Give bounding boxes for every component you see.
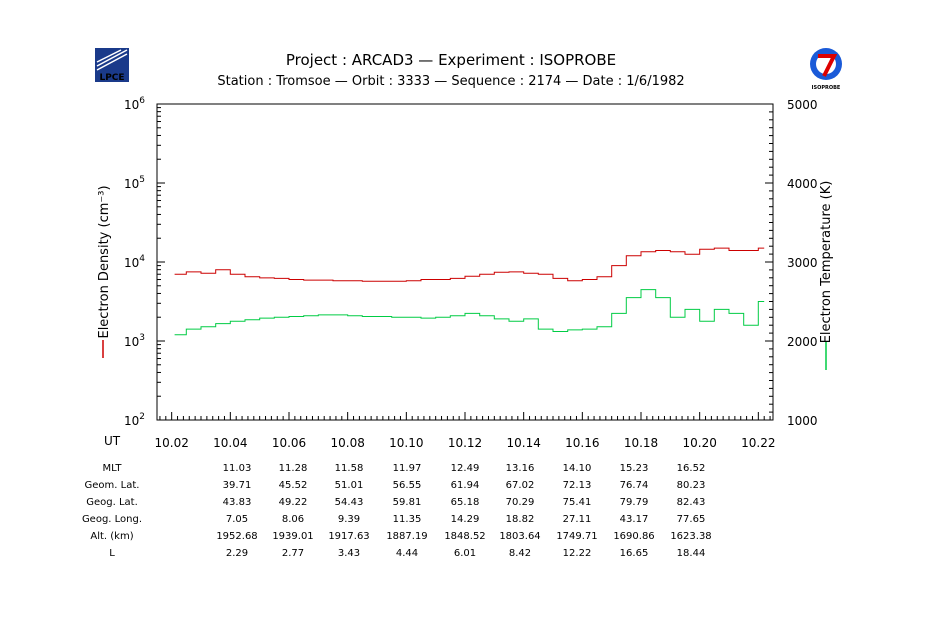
ephemeris-cell: 51.01 bbox=[335, 480, 364, 491]
right-axis: 1000 2000 3000 4000 5000 bbox=[765, 98, 818, 428]
ephemeris-cell: 65.18 bbox=[451, 497, 480, 508]
right-tick-label: 2000 bbox=[787, 335, 818, 349]
x-tick-label: 10.22 bbox=[741, 436, 775, 450]
x-tick-label: 10.06 bbox=[272, 436, 306, 450]
left-tick-label: 104 bbox=[124, 254, 145, 270]
ephemeris-cell: 1917.63 bbox=[328, 531, 369, 542]
x-tick-label: 10.18 bbox=[624, 436, 658, 450]
ephemeris-cell: 67.02 bbox=[506, 480, 535, 491]
ephemeris-cell: 16.52 bbox=[677, 463, 706, 474]
ephemeris-row-label: L bbox=[109, 548, 115, 559]
ephemeris-cell: 82.43 bbox=[677, 497, 706, 508]
right-axis-label: Electron Temperature (K) bbox=[819, 181, 834, 344]
ephemeris-row-label: Geog. Long. bbox=[82, 514, 142, 525]
ephemeris-table: MLT 11.03 11.28 11.58 11.97 12.49 13.16 14.10 15… bbox=[82, 463, 712, 559]
ephemeris-cell: 77.65 bbox=[677, 514, 706, 525]
ephemeris-cell: 1623.38 bbox=[670, 531, 711, 542]
ephemeris-cell: 54.43 bbox=[335, 497, 364, 508]
ephemeris-cell: 14.10 bbox=[563, 463, 592, 474]
x-tick-label: 10.16 bbox=[565, 436, 599, 450]
ephemeris-cell: 11.03 bbox=[223, 463, 252, 474]
ephemeris-cell: 49.22 bbox=[279, 497, 308, 508]
ephemeris-cell: 3.43 bbox=[338, 548, 360, 559]
ephemeris-cell: 8.06 bbox=[282, 514, 304, 525]
series-electron-temperature bbox=[174, 289, 765, 336]
ephemeris-cell: 43.17 bbox=[620, 514, 649, 525]
ephemeris-cell: 1749.71 bbox=[556, 531, 597, 542]
lpce-logo: LPCE bbox=[95, 48, 129, 83]
plot-frame bbox=[156, 103, 774, 421]
x-tick-label: 10.02 bbox=[154, 436, 188, 450]
isoprobe-logo: ISOPROBE bbox=[810, 48, 842, 91]
ephemeris-cell: 11.58 bbox=[335, 463, 364, 474]
ephemeris-cell: 80.23 bbox=[677, 480, 706, 491]
ephemeris-cell: 61.94 bbox=[451, 480, 480, 491]
ephemeris-cell: 75.41 bbox=[563, 497, 592, 508]
ephemeris-cell: 1848.52 bbox=[444, 531, 485, 542]
ephemeris-cell: 6.01 bbox=[454, 548, 476, 559]
x-axis: 10.02 10.04 10.06 10.08 10.10 10.12 10.14 10.16… bbox=[154, 412, 776, 450]
ephemeris-cell: 72.13 bbox=[563, 480, 592, 491]
lpce-logo-text: LPCE bbox=[99, 73, 124, 83]
ephemeris-cell: 16.65 bbox=[620, 548, 649, 559]
ephemeris-cell: 1690.86 bbox=[613, 531, 654, 542]
ephemeris-cell: 18.82 bbox=[506, 514, 535, 525]
ephemeris-cell: 12.49 bbox=[451, 463, 480, 474]
chart-title: Project : ARCAD3 — Experiment : ISOPROBE bbox=[286, 51, 616, 69]
right-tick-label: 3000 bbox=[787, 256, 818, 270]
left-tick-label: 106 bbox=[124, 96, 145, 112]
ephemeris-cell: 8.42 bbox=[509, 548, 531, 559]
ephemeris-cell: 45.52 bbox=[279, 480, 308, 491]
ephemeris-cell: 11.28 bbox=[279, 463, 308, 474]
series-electron-density bbox=[174, 247, 765, 282]
x-tick-label: 10.12 bbox=[448, 436, 482, 450]
ephemeris-cell: 2.29 bbox=[226, 548, 248, 559]
ephemeris-cell: 79.79 bbox=[620, 497, 649, 508]
right-tick-label: 1000 bbox=[787, 414, 818, 428]
ephemeris-cell: 76.74 bbox=[620, 480, 649, 491]
left-axis: 102 103 104 105 106 bbox=[124, 96, 165, 428]
x-tick-label: 10.14 bbox=[506, 436, 540, 450]
ephemeris-row-label: MLT bbox=[103, 463, 123, 474]
isoprobe-logo-text: ISOPROBE bbox=[812, 85, 841, 91]
ephemeris-row-label: Geom. Lat. bbox=[85, 480, 140, 491]
ephemeris-cell: 2.77 bbox=[282, 548, 304, 559]
ephemeris-cell: 11.35 bbox=[393, 514, 422, 525]
ephemeris-cell: 15.23 bbox=[620, 463, 649, 474]
x-axis-label: UT bbox=[104, 434, 121, 448]
chart-subtitle: Station : Tromsoe — Orbit : 3333 — Seque… bbox=[217, 74, 684, 89]
ephemeris-cell: 7.05 bbox=[226, 514, 248, 525]
ephemeris-cell: 13.16 bbox=[506, 463, 535, 474]
ephemeris-cell: 1939.01 bbox=[272, 531, 313, 542]
left-tick-label: 103 bbox=[124, 333, 145, 349]
right-tick-label: 5000 bbox=[787, 98, 818, 112]
left-axis-label: Electron Density (cm⁻³) bbox=[97, 185, 112, 338]
ephemeris-cell: 11.97 bbox=[393, 463, 422, 474]
left-tick-label: 102 bbox=[124, 412, 145, 428]
ephemeris-cell: 43.83 bbox=[223, 497, 252, 508]
ephemeris-cell: 14.29 bbox=[451, 514, 480, 525]
ephemeris-cell: 4.44 bbox=[396, 548, 418, 559]
ephemeris-row-label: Alt. (km) bbox=[90, 531, 133, 542]
ephemeris-cell: 39.71 bbox=[223, 480, 252, 491]
x-tick-label: 10.20 bbox=[682, 436, 716, 450]
ephemeris-cell: 1952.68 bbox=[216, 531, 257, 542]
ephemeris-cell: 1887.19 bbox=[386, 531, 427, 542]
ephemeris-row-label: Geog. Lat. bbox=[86, 497, 138, 508]
ephemeris-cell: 12.22 bbox=[563, 548, 592, 559]
ephemeris-cell: 56.55 bbox=[393, 480, 422, 491]
ephemeris-cell: 18.44 bbox=[677, 548, 706, 559]
ephemeris-cell: 70.29 bbox=[506, 497, 535, 508]
right-tick-label: 4000 bbox=[787, 177, 818, 191]
ephemeris-cell: 27.11 bbox=[563, 514, 592, 525]
left-tick-label: 105 bbox=[124, 175, 145, 191]
x-tick-label: 10.10 bbox=[389, 436, 423, 450]
x-tick-label: 10.04 bbox=[213, 436, 247, 450]
ephemeris-cell: 1803.64 bbox=[499, 531, 540, 542]
ephemeris-cell: 9.39 bbox=[338, 514, 360, 525]
x-tick-label: 10.08 bbox=[330, 436, 364, 450]
ephemeris-cell: 59.81 bbox=[393, 497, 422, 508]
